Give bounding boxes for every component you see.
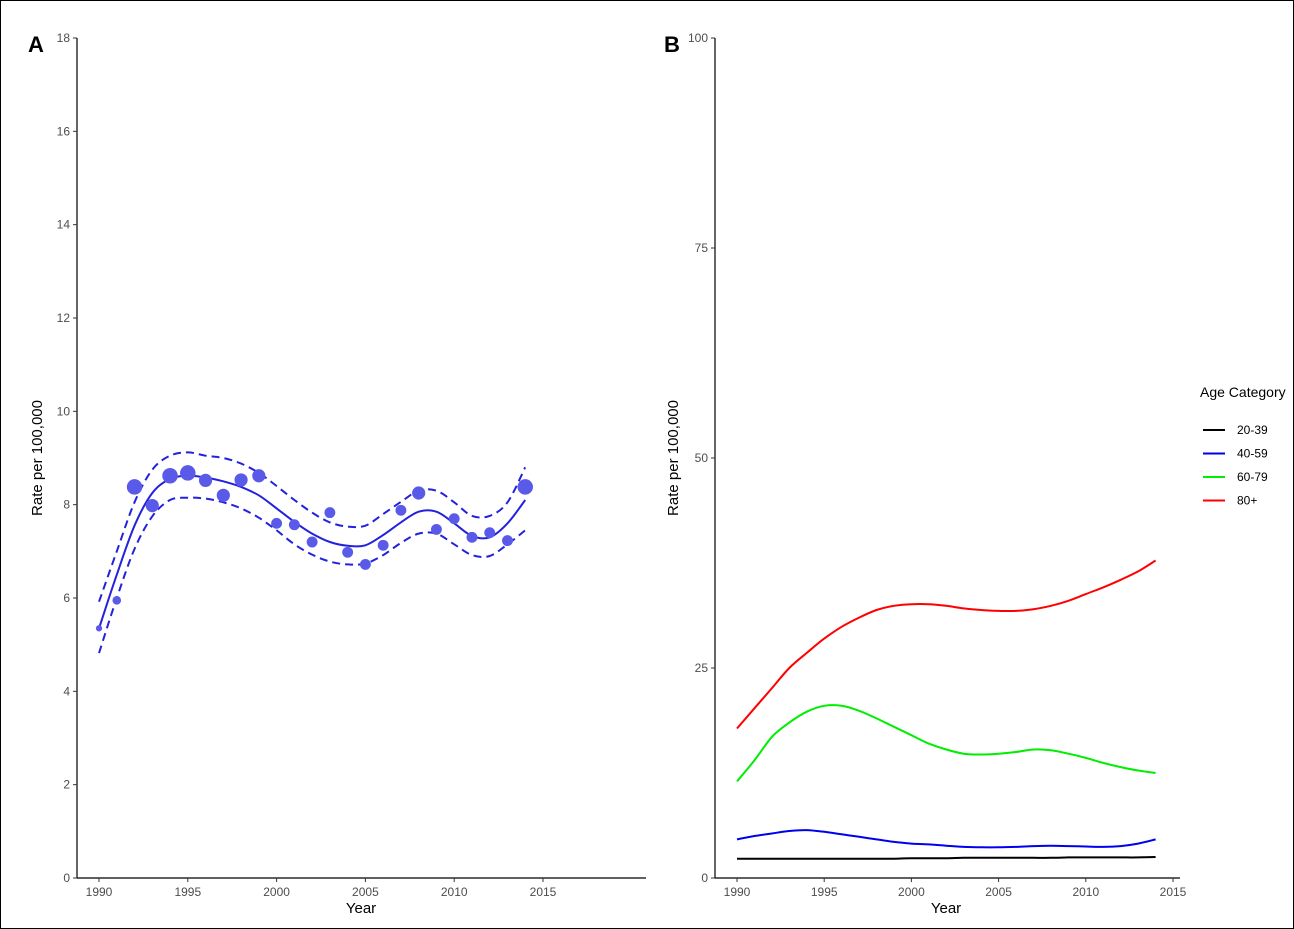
panel-a-y-tick-label: 14 bbox=[57, 218, 71, 232]
legend-label-40-59: 40-59 bbox=[1237, 447, 1268, 461]
panel-a-x-tick-label: 2010 bbox=[441, 885, 468, 899]
panel-a-data-point bbox=[112, 596, 122, 605]
panel-a-data-point bbox=[252, 469, 266, 483]
panel-a-data-point bbox=[288, 519, 300, 531]
panel-a-data-point bbox=[145, 499, 159, 513]
panel-b-x-tick-label: 2015 bbox=[1160, 885, 1187, 899]
panel-a-data-point bbox=[342, 546, 354, 558]
panel-b-y-ticks: 0 25 50 75 100 bbox=[688, 31, 715, 885]
panel-a-data-point bbox=[306, 536, 318, 548]
panel-a-y-tick-label: 16 bbox=[57, 124, 71, 138]
panel-a-x-axis-title: Year bbox=[346, 900, 376, 917]
panel-a-data-point bbox=[216, 488, 230, 502]
panel-a-y-tick-label: 0 bbox=[63, 871, 70, 885]
panel-a-data-point bbox=[234, 473, 248, 487]
panel-b-x-tick-label: 2005 bbox=[985, 885, 1012, 899]
panel-b: B 0 25 50 75 100 1990 1995 2000 2005 2010 2015 Ye… bbox=[664, 31, 1286, 917]
panel-a-y-tick-label: 10 bbox=[57, 404, 71, 418]
legend-label-20-39: 20-39 bbox=[1237, 423, 1268, 437]
panel-a-data-point bbox=[95, 625, 103, 632]
panel-b-x-tick-label: 1990 bbox=[724, 885, 751, 899]
panel-a-x-tick-label: 2005 bbox=[352, 885, 379, 899]
panel-a-data-point bbox=[126, 479, 143, 495]
panel-a-ci-lower-line bbox=[98, 496, 526, 654]
panel-a-data-point bbox=[466, 531, 478, 543]
panel-b-x-ticks: 1990 1995 2000 2005 2010 2015 bbox=[724, 878, 1187, 899]
panel-a-data-point bbox=[502, 535, 513, 547]
panel-a-y-ticks: 0 2 4 6 8 10 12 14 16 18 bbox=[57, 31, 77, 885]
panel-a-data-point bbox=[359, 558, 371, 570]
panel-a-data-point bbox=[162, 467, 178, 484]
panel-a-x-tick-label: 2015 bbox=[530, 885, 557, 899]
panel-a-data-point bbox=[395, 504, 407, 516]
panel-b-y-tick-label: 25 bbox=[695, 661, 709, 675]
panel-a-data-point bbox=[430, 523, 442, 535]
panel-a-y-axis-title: Rate per 100,000 bbox=[29, 400, 46, 516]
panel-a-data-point bbox=[377, 539, 389, 551]
panel-b-y-tick-label: 50 bbox=[695, 451, 709, 465]
legend-label-80+: 80+ bbox=[1237, 494, 1257, 508]
panel-a-data-point bbox=[412, 486, 426, 500]
panel-b-series-lines bbox=[736, 559, 1157, 860]
panel-a-data-point bbox=[448, 513, 460, 525]
panel-b-y-tick-label: 75 bbox=[695, 241, 709, 255]
legend-title: Age Category bbox=[1200, 384, 1286, 400]
panel-a-x-tick-label: 2000 bbox=[263, 885, 290, 899]
panel-a-y-tick-label: 2 bbox=[63, 778, 70, 792]
panel-a-data-point bbox=[324, 507, 336, 519]
panel-b-y-axis-title: Rate per 100,000 bbox=[665, 400, 682, 516]
panel-b-x-tick-label: 1995 bbox=[811, 885, 838, 899]
series-line-20-39 bbox=[736, 856, 1156, 860]
panel-b-legend: Age Category 20-39 40-59 60-79 80+ bbox=[1200, 384, 1286, 508]
panel-a-data-point bbox=[271, 517, 283, 529]
panel-a-ci-upper-line bbox=[98, 451, 527, 603]
panel-a-y-tick-label: 18 bbox=[57, 31, 71, 45]
panel-a-fit-line bbox=[98, 474, 527, 629]
panel-b-y-tick-label: 100 bbox=[688, 31, 708, 45]
panel-a: A 0 2 4 6 8 10 12 14 16 18 1990 1995 2000 2005 2010 20… bbox=[28, 31, 646, 917]
legend-label-60-79: 60-79 bbox=[1237, 470, 1268, 484]
series-line-40-59 bbox=[736, 829, 1156, 849]
panel-a-y-tick-label: 4 bbox=[63, 684, 70, 698]
panel-a-x-tick-label: 1990 bbox=[86, 885, 113, 899]
panel-a-y-tick-label: 6 bbox=[63, 591, 70, 605]
panel-a-data-point bbox=[198, 473, 213, 487]
series-line-60-79 bbox=[736, 704, 1156, 783]
panel-b-x-tick-label: 2000 bbox=[898, 885, 925, 899]
panel-a-y-tick-label: 12 bbox=[57, 311, 71, 325]
panel-a-data-point bbox=[180, 465, 196, 481]
panel-b-x-tick-label: 2010 bbox=[1072, 885, 1099, 899]
panel-a-points bbox=[95, 465, 533, 632]
panel-a-data-point bbox=[484, 527, 496, 539]
panel-a-x-ticks: 1990 1995 2000 2005 2010 2015 bbox=[86, 878, 557, 899]
panel-a-x-tick-label: 1995 bbox=[174, 885, 201, 899]
series-line-80+ bbox=[736, 559, 1157, 730]
panel-a-y-tick-label: 8 bbox=[63, 498, 70, 512]
panel-a-data-point bbox=[517, 479, 533, 495]
panel-b-label: B bbox=[664, 32, 680, 57]
panel-b-x-axis-title: Year bbox=[931, 900, 961, 917]
panel-b-y-tick-label: 0 bbox=[701, 871, 708, 885]
panel-a-label: A bbox=[28, 32, 44, 57]
